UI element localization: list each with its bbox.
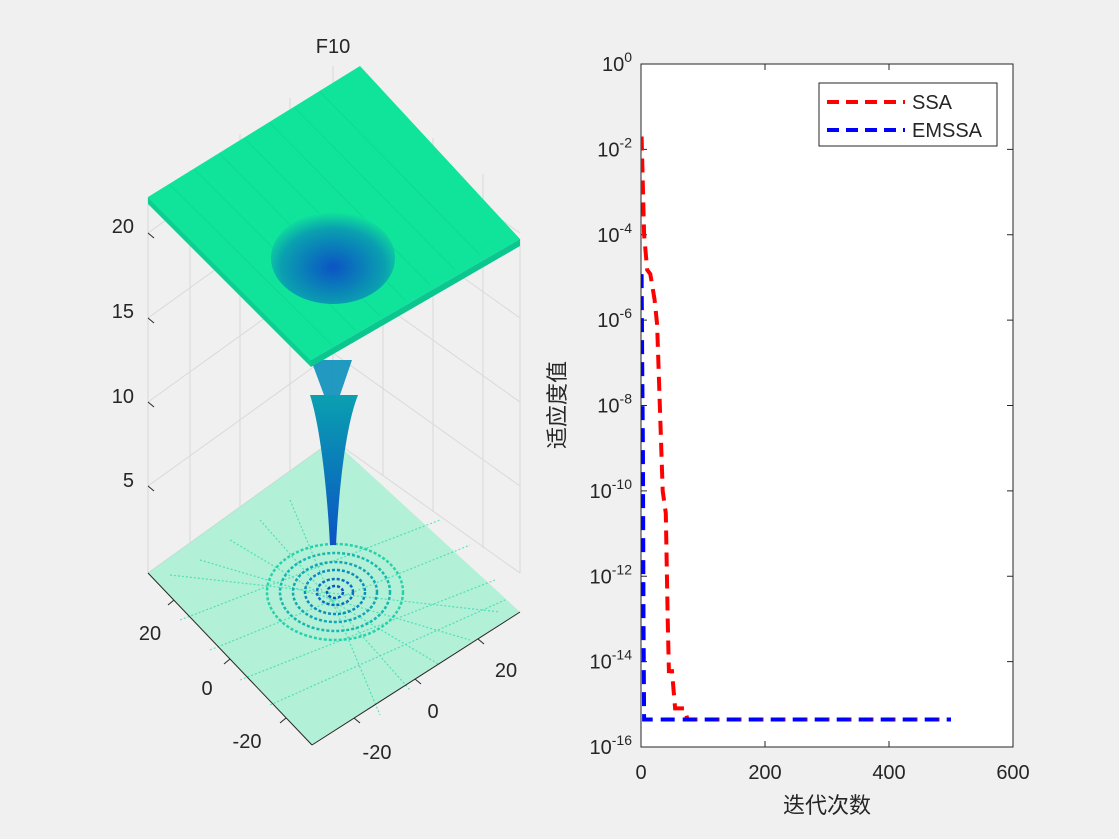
surface-funnel bbox=[310, 395, 358, 545]
y-tick-label: 20 bbox=[139, 623, 161, 645]
y-tick-label: 100 bbox=[602, 49, 632, 76]
y-tick-label: 10-2 bbox=[597, 134, 632, 161]
y-tick-label: 10-16 bbox=[590, 732, 633, 759]
legend-box bbox=[818, 82, 998, 147]
y-tick-label: 10-12 bbox=[590, 561, 633, 588]
x-tick-label: 0 bbox=[427, 701, 438, 723]
series-layer bbox=[641, 136, 951, 722]
y-tick-label: 10-4 bbox=[597, 220, 632, 247]
z-tick-label: 10 bbox=[112, 386, 134, 408]
y-tick-label: 10-8 bbox=[597, 391, 632, 418]
surface-axes: F10 bbox=[112, 36, 521, 764]
x-tick-label: -20 bbox=[363, 742, 392, 764]
y-tick-label: -20 bbox=[233, 731, 262, 753]
series-line-emssa bbox=[641, 274, 951, 722]
y-tick-label: 0 bbox=[201, 678, 212, 700]
x-axis-3d: -20 0 20 bbox=[311, 611, 521, 764]
x-tick-label: 200 bbox=[748, 762, 781, 784]
tick-layer: 100 10-2 10-4 10-6 10-8 10-10 10-12 10-14 10-160… bbox=[590, 49, 1030, 784]
floor-plane bbox=[148, 440, 520, 745]
x-tick-label: 600 bbox=[996, 762, 1029, 784]
z-axis: 5 10 15 20 bbox=[112, 216, 155, 492]
z-tick-label: 5 bbox=[123, 470, 134, 492]
floor-contour bbox=[148, 440, 520, 745]
z-tick-label: 20 bbox=[112, 216, 134, 238]
z-tick-label: 15 bbox=[112, 301, 134, 323]
plot-area bbox=[640, 63, 1014, 748]
x-tick-label: 400 bbox=[872, 762, 905, 784]
surface-plot bbox=[148, 66, 520, 545]
series-line-ssa bbox=[641, 136, 951, 722]
y-tick-label: 10-6 bbox=[597, 305, 632, 332]
y-axis-3d: 20 0 -20 bbox=[139, 572, 313, 753]
y-axis-label: 适应度值 bbox=[546, 361, 571, 449]
surface-title: F10 bbox=[316, 36, 350, 58]
x-axis-label: 迭代次数 bbox=[783, 794, 871, 819]
x-tick-label: 0 bbox=[635, 762, 646, 784]
legend: SSA EMSSA bbox=[818, 82, 998, 147]
x-tick-label: 20 bbox=[495, 660, 517, 682]
convergence-axes: 100 10-2 10-4 10-6 10-8 10-10 10-12 10-14 10-160… bbox=[546, 49, 1030, 819]
legend-label-emssa: EMSSA bbox=[912, 120, 983, 142]
surface-hole bbox=[271, 212, 395, 304]
y-tick-label: 10-14 bbox=[590, 647, 633, 674]
legend-label-ssa: SSA bbox=[912, 92, 953, 114]
y-tick-label: 10-10 bbox=[590, 476, 633, 503]
